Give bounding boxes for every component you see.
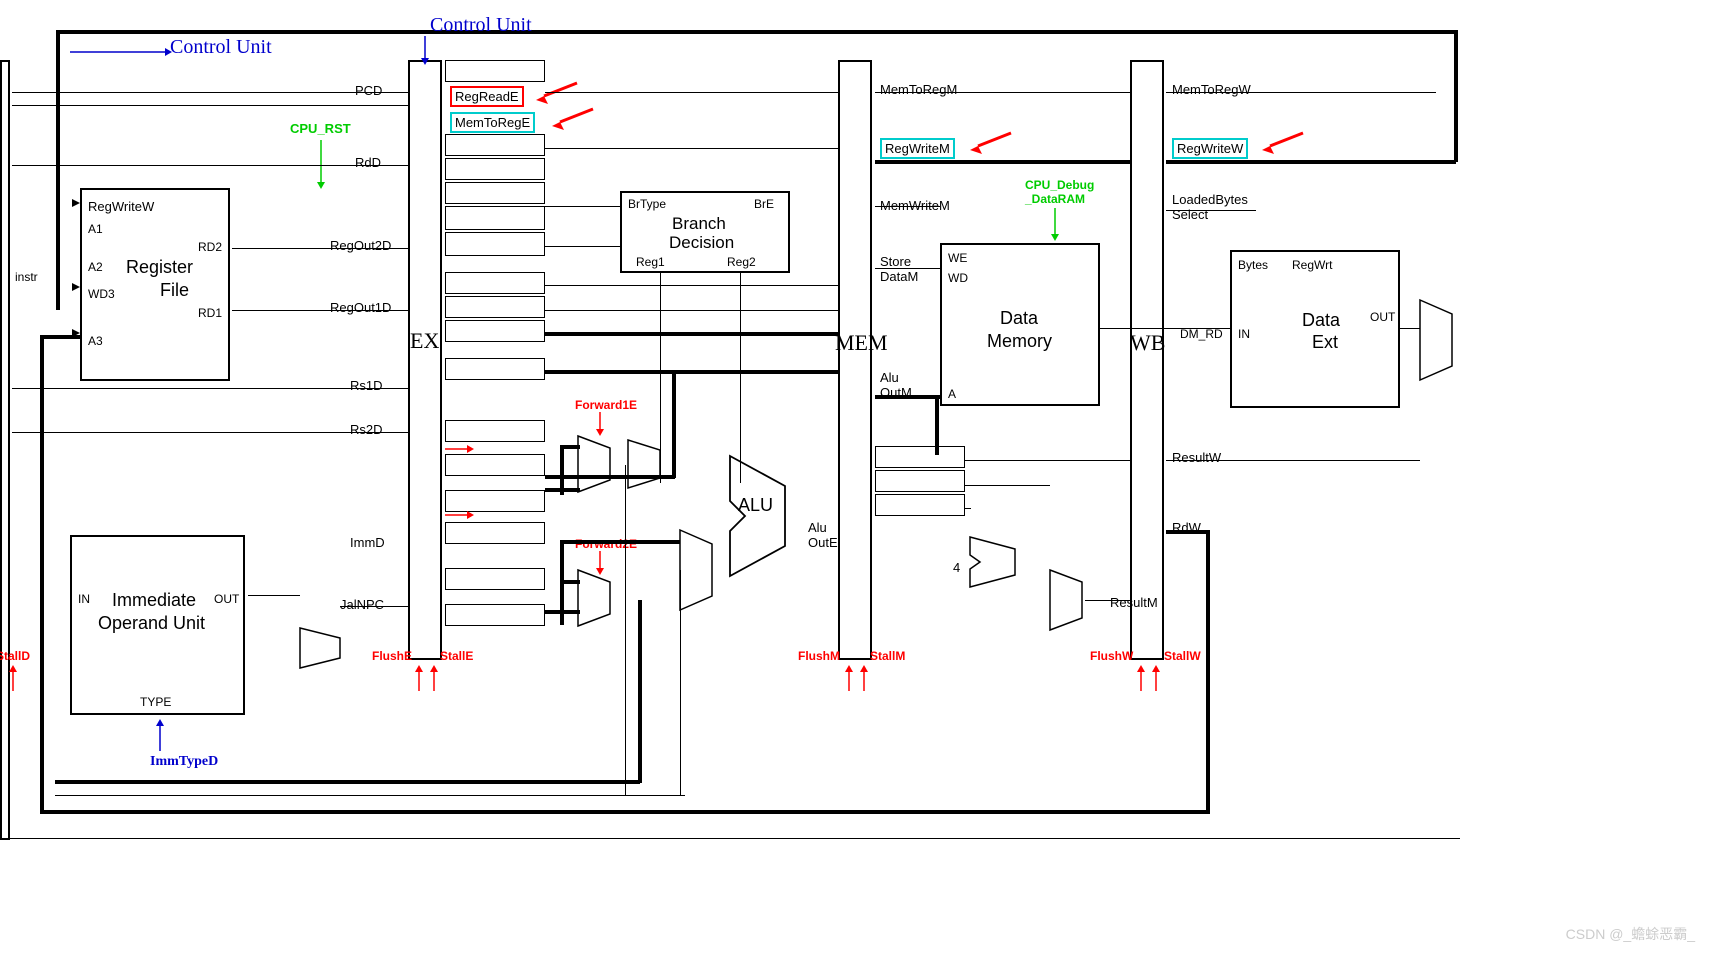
data-memory-block: WE WD A Data Memory [940, 243, 1100, 406]
jalnpc-label: JalNPC [340, 597, 384, 612]
immd-label: ImmD [350, 535, 385, 550]
dm-title2: Memory [987, 331, 1052, 352]
watermark: CSDN @_蟾蜍恶霸_ [1566, 924, 1695, 944]
de-dmrd: DM_RD [1180, 327, 1223, 341]
memtoregw-label: MemToRegW [1172, 82, 1251, 97]
branch-decision-block: BrType BrE Branch Decision Reg1 Reg2 [620, 191, 790, 273]
cpu-datapath-diagram: instr EX MEM WB Control Unit Control Uni… [0, 0, 1715, 956]
brtype-label: BrType [628, 197, 666, 211]
imm-type: TYPE [140, 695, 171, 709]
resultm-label: ResultM [1110, 595, 1158, 610]
regfile-a3: A3 [88, 334, 103, 348]
resultw-label: ResultW [1172, 450, 1221, 465]
regout1d-label: RegOut1D [330, 300, 391, 315]
alu-title: ALU [738, 495, 773, 516]
rs1d-label: Rs1D [350, 378, 383, 393]
de-out: OUT [1370, 310, 1395, 324]
imm-title1: Immediate [112, 590, 196, 611]
pipeline-reg-ex [408, 60, 442, 660]
de-regwrt: RegWrt [1292, 258, 1332, 272]
regreade-label: RegReadE [450, 86, 524, 107]
memtorege-label: MemToRegE [450, 112, 535, 133]
arrow-regwritew [1258, 128, 1308, 158]
mux-alusrc1 [628, 440, 668, 488]
reg1-label: Reg1 [636, 255, 665, 269]
stallm-label: StallM [870, 649, 905, 663]
branch-title2: Decision [669, 233, 734, 253]
control-unit-d-label: Control Unit [170, 36, 272, 59]
regfile-a1: A1 [88, 222, 103, 236]
stallw-label: StallW [1164, 649, 1201, 663]
pipeline-reg-mem [838, 60, 872, 660]
adder-4 [970, 537, 1030, 587]
cpu-rst-label: CPU_RST [290, 121, 351, 136]
reg2-label: Reg2 [727, 255, 756, 269]
regfile-title2: File [160, 280, 189, 301]
control-unit-e-label: Control Unit [430, 14, 532, 37]
adder4-const: 4 [953, 560, 960, 575]
stalle-label: StallE [440, 649, 473, 663]
mux-fwd2 [578, 570, 618, 626]
de-bytes: Bytes [1238, 258, 1268, 272]
dm-title1: Data [1000, 308, 1038, 329]
regfile-regwritew: RegWriteW [88, 199, 154, 214]
aluoute-label: AluOutE [808, 520, 838, 550]
rs2d-label: Rs2D [350, 422, 383, 437]
imm-title2: Operand Unit [98, 613, 205, 634]
cpu-debug-label: CPU_Debug_DataRAM [1025, 178, 1094, 206]
wb-stage-label: WB [1130, 330, 1165, 356]
bre-label: BrE [754, 197, 774, 211]
branch-title1: Branch [672, 214, 726, 234]
imm-unit-block: Immediate Operand Unit IN OUT TYPE [70, 535, 245, 715]
rdd-label: RdD [355, 155, 381, 170]
storedatam-label: StoreDataM [880, 254, 918, 284]
register-file-block: Register File RegWriteW A1 A2 WD3 A3 RD2… [80, 188, 230, 381]
arrow-regwritem [966, 128, 1016, 158]
regfile-title1: Register [126, 257, 193, 278]
pipeline-reg-d [0, 60, 10, 840]
instr-label: instr [15, 270, 38, 284]
regwritem-label: RegWriteM [880, 138, 955, 159]
dm-we: WE [948, 251, 967, 265]
de-title1: Data [1302, 310, 1340, 331]
flushw-label: FlushW [1090, 649, 1133, 663]
data-ext-block: Bytes RegWrt DM_RD IN OUT Data Ext [1230, 250, 1400, 408]
forward1e-label: Forward1E [575, 398, 637, 412]
regfile-rd2: RD2 [198, 240, 222, 254]
dm-wd: WD [948, 271, 968, 285]
mux-fwd1 [578, 436, 618, 492]
regfile-wd3: WD3 [88, 287, 115, 301]
ex-stage-label: EX [410, 328, 439, 354]
de-in: IN [1238, 327, 1250, 341]
flushm-label: FlushM [798, 649, 840, 663]
mux-alusrc2 [680, 530, 720, 610]
pipeline-reg-wb [1130, 60, 1164, 660]
loadedbytes-label: LoadedBytesSelect [1172, 192, 1248, 222]
stalld-label: StallD [0, 649, 30, 663]
memtoregm-label: MemToRegM [880, 82, 957, 97]
dm-a: A [948, 387, 956, 401]
de-title2: Ext [1312, 332, 1338, 353]
regwritew-label: RegWriteW [1172, 138, 1248, 159]
mem-stage-label: MEM [835, 330, 888, 356]
regout2d-label: RegOut2D [330, 238, 391, 253]
regfile-a2: A2 [88, 260, 103, 274]
immtyped-label: ImmTypeD [150, 754, 218, 770]
flushe-label: FlushE [372, 649, 412, 663]
mux-jalnpc [300, 628, 350, 668]
imm-out: OUT [214, 592, 239, 606]
mux-wb [1420, 300, 1460, 380]
pcd-label: PCD [355, 83, 382, 98]
imm-in: IN [78, 592, 90, 606]
mux-result [1050, 570, 1090, 630]
arrow-memtorege [548, 104, 598, 134]
regfile-rd1: RD1 [198, 306, 222, 320]
